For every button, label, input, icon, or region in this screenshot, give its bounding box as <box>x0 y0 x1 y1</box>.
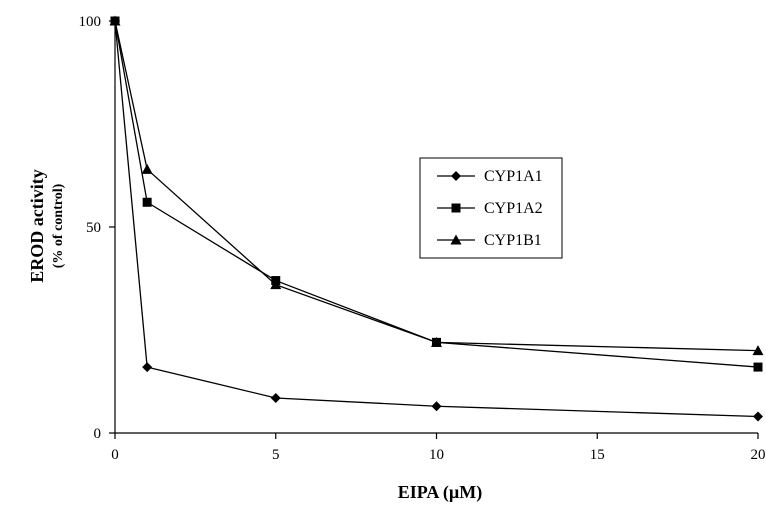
data-point-cyp1b1 <box>270 279 282 290</box>
y-tick-label: 50 <box>86 220 101 236</box>
data-point-cyp1a1 <box>431 401 442 412</box>
y-axis-title: EROD activity <box>27 169 47 282</box>
data-point-cyp1b1 <box>752 345 764 356</box>
data-point-cyp1a2 <box>753 362 763 372</box>
x-tick-label: 20 <box>751 447 766 463</box>
x-axis-title: EIPA (µM) <box>398 482 483 503</box>
data-point-cyp1b1 <box>141 163 153 174</box>
legend-item-cyp1a2: CYP1A2 <box>437 200 543 217</box>
data-point-cyp1b1 <box>109 15 121 26</box>
data-point-cyp1a1 <box>142 362 153 373</box>
data-point-cyp1a1 <box>270 392 281 403</box>
legend-marker-cyp1a1 <box>451 171 461 181</box>
legend-marker-cyp1a2 <box>451 203 461 213</box>
legend-item-cyp1a1: CYP1A1 <box>437 168 543 185</box>
data-point-cyp1a2 <box>142 197 152 207</box>
legend-item-cyp1b1: CYP1B1 <box>437 232 542 249</box>
series-cyp1b1 <box>109 15 764 356</box>
data-point-cyp1a1 <box>753 411 763 422</box>
axes: 0 50 100 0 5 10 15 20 <box>79 14 766 463</box>
x-tick-label: 10 <box>429 447 444 463</box>
legend-label-cyp1a2: CYP1A2 <box>484 200 543 217</box>
y-tick-label: 0 <box>94 426 102 442</box>
y-tick-label: 100 <box>79 14 102 30</box>
legend-marker-cyp1b1 <box>450 234 462 245</box>
legend-label-cyp1b1: CYP1B1 <box>484 232 542 249</box>
x-tick-label: 5 <box>272 447 280 463</box>
legend-label-cyp1a1: CYP1A1 <box>484 168 543 185</box>
series-layer <box>109 15 764 422</box>
legend: CYP1A1 CYP1A2 CYP1B1 <box>419 157 563 259</box>
x-tick-label: 0 <box>111 447 119 463</box>
data-point-cyp1b1 <box>431 336 442 347</box>
x-tick-label: 15 <box>590 447 605 463</box>
y-axis-subtitle: (% of control) <box>51 183 66 268</box>
